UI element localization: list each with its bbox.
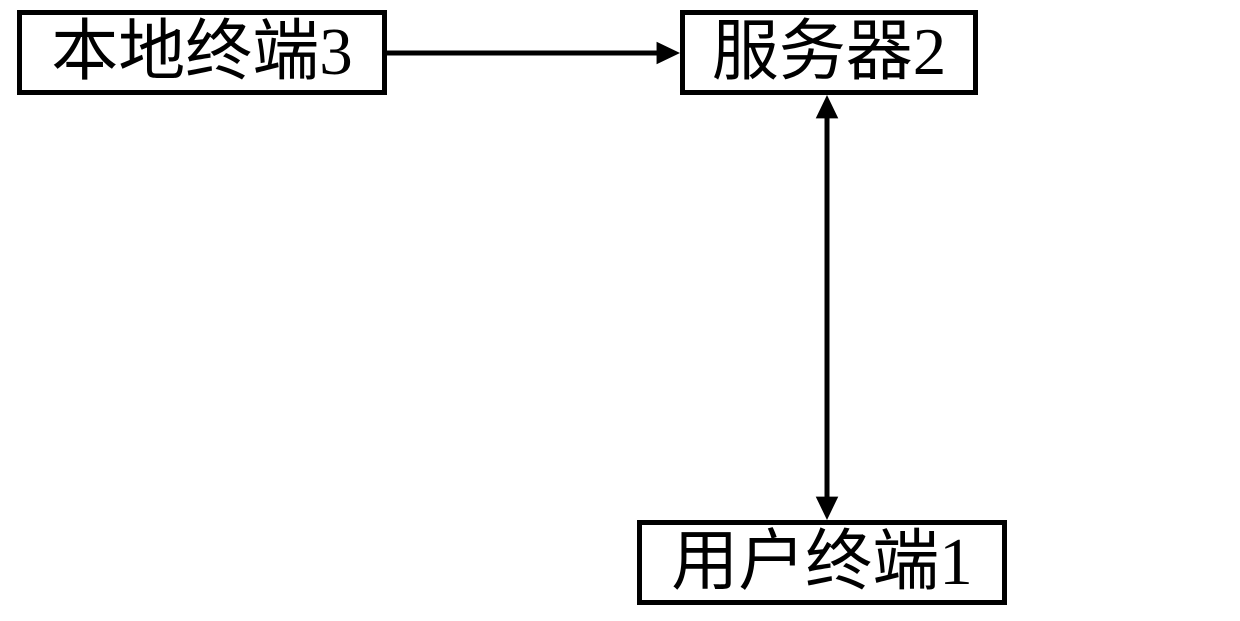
- node-label: 服务器2: [712, 19, 947, 86]
- node-label: 本地终端3: [51, 19, 353, 86]
- arrowhead-icon: [816, 497, 839, 520]
- node-server: 服务器2: [680, 10, 978, 95]
- node-local-terminal: 本地终端3: [17, 10, 387, 95]
- arrowhead-icon: [657, 42, 680, 65]
- arrowhead-icon: [816, 95, 839, 118]
- node-user-terminal: 用户终端1: [637, 520, 1007, 605]
- diagram-canvas: 本地终端3 服务器2 用户终端1: [0, 0, 1240, 621]
- node-label: 用户终端1: [671, 529, 973, 596]
